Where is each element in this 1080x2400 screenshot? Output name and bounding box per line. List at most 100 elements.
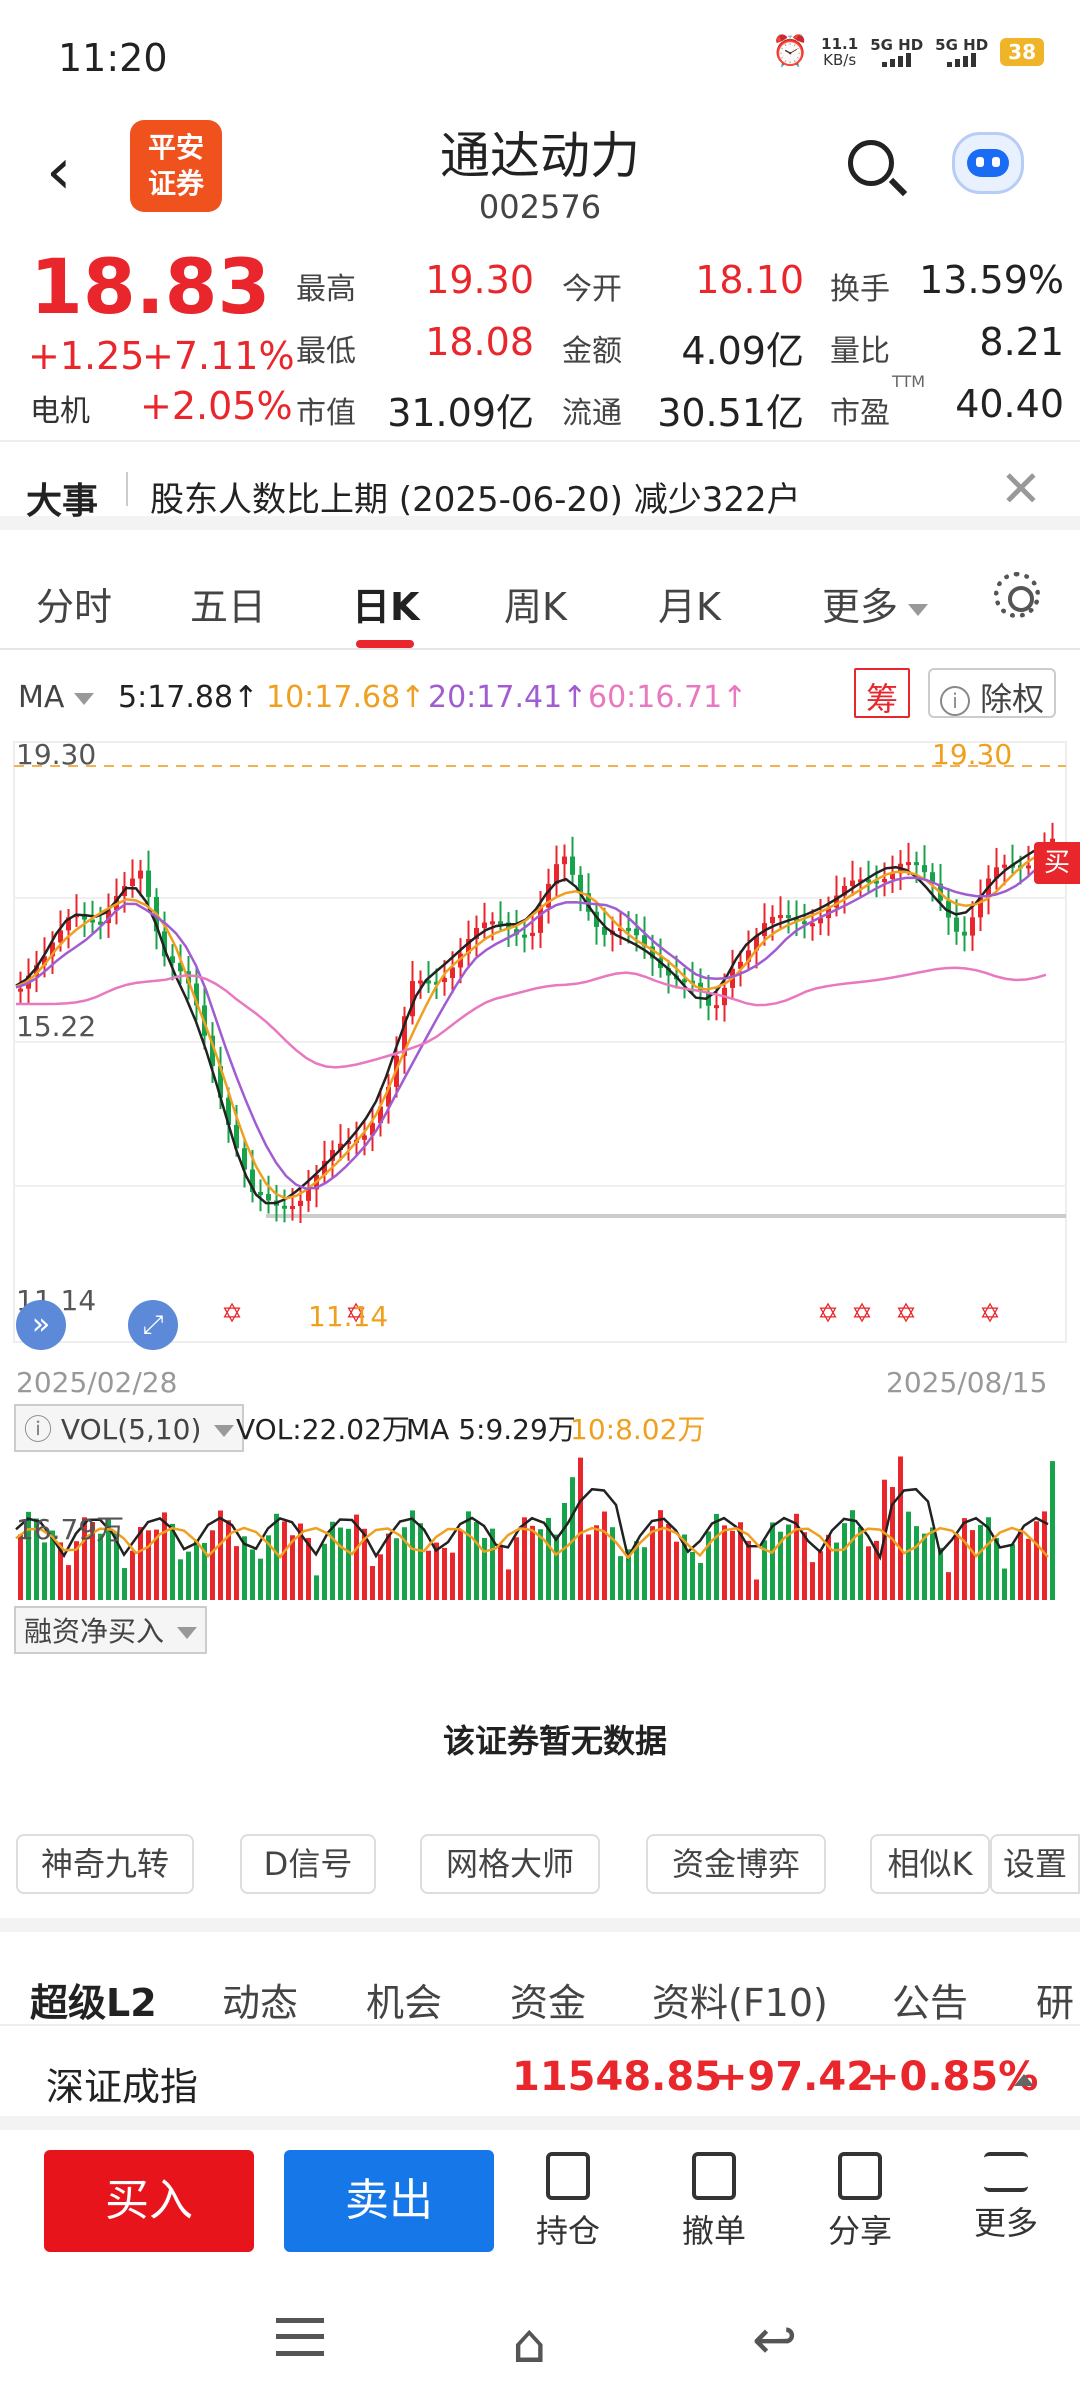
volume-bar: [682, 1534, 687, 1600]
vol-selector[interactable]: ⓘ VOL(5,10): [14, 1404, 245, 1452]
tool-buttons: 神奇九转 D信号 网格大师 资金博弈 相似K 设置: [0, 1834, 1080, 1914]
volume-bar: [298, 1523, 303, 1600]
sector-change: +2.05%: [140, 384, 293, 428]
candle: [962, 916, 967, 952]
volume-bar: [394, 1538, 399, 1600]
fullscreen-icon[interactable]: ⤢: [128, 1300, 178, 1350]
ma-selector[interactable]: MA: [18, 680, 95, 715]
volume-bar: [466, 1511, 471, 1600]
signal-2-icon: 5G HD: [935, 37, 988, 67]
expand-left-icon[interactable]: »: [16, 1300, 66, 1350]
volume-bar: [930, 1527, 935, 1600]
tab-super-l2[interactable]: 超级L2: [30, 1981, 157, 2025]
tool-grid-master[interactable]: 网格大师: [420, 1834, 600, 1894]
sell-button[interactable]: 卖出: [284, 2150, 494, 2252]
home-icon[interactable]: ⌂: [512, 2312, 547, 2375]
volume-bar: [410, 1510, 415, 1600]
candle: [418, 970, 423, 999]
back-arrow-icon[interactable]: ‹: [46, 135, 72, 209]
volume-bar: [730, 1530, 735, 1600]
tab-f10[interactable]: 资料(F10): [652, 1981, 828, 2025]
quote-value: 4.09亿: [681, 329, 804, 373]
quote-label: 量比: [830, 334, 890, 369]
volume-bar: [522, 1517, 527, 1600]
index-value: 11548.85: [512, 2054, 723, 2100]
volume-bar: [234, 1546, 239, 1600]
candle: [370, 1107, 375, 1152]
chip-distribution-button[interactable]: 筹: [854, 668, 911, 718]
vol-ma5: MA 5:9.29万: [406, 1413, 576, 1446]
volume-bar: [362, 1528, 367, 1600]
tool-similar-k[interactable]: 相似K: [870, 1834, 990, 1894]
price-change-pct: +7.11%: [142, 334, 295, 378]
chevron-down-icon: [74, 692, 95, 705]
candle: [306, 1169, 311, 1212]
volume-bar: [426, 1550, 431, 1600]
volume-bar: [442, 1547, 447, 1600]
ai-assistant-icon[interactable]: [952, 132, 1024, 194]
margin-selector[interactable]: 融资净买入: [14, 1606, 207, 1654]
holdings-button[interactable]: 持仓: [518, 2152, 618, 2252]
tab-intraday[interactable]: 分时: [36, 585, 113, 629]
volume-bar: [922, 1533, 927, 1600]
candle: [746, 930, 751, 972]
quote-value: 40.40: [955, 382, 1064, 426]
volume-legend: ⓘ VOL(5,10) VOL:22.02万 MA 5:9.29万 10:8.0…: [0, 1404, 1080, 1452]
candle: [170, 944, 175, 981]
tab-five-day[interactable]: 五日: [190, 585, 267, 629]
gear-icon[interactable]: [994, 572, 1040, 618]
tool-nine-turn[interactable]: 神奇九转: [16, 1834, 194, 1894]
volume-bar: [458, 1530, 463, 1600]
kline-chart[interactable]: ✡ ✡ ✡ ✡ ✡ ✡: [0, 730, 1080, 1400]
candle: [458, 938, 463, 984]
tool-fund-game[interactable]: 资金博弈: [646, 1834, 826, 1894]
event-text: 股东人数比上期 (2025-06-20) 减少322户: [150, 480, 801, 520]
share-button[interactable]: 分享: [810, 2152, 910, 2252]
tab-research[interactable]: 研: [1036, 1981, 1075, 2025]
chevron-up-icon[interactable]: [1014, 2074, 1034, 2086]
volume-bar: [1018, 1528, 1023, 1600]
tab-more[interactable]: 更多: [822, 576, 929, 631]
tab-weekly-k[interactable]: 周K: [504, 585, 567, 629]
volume-bar: [1034, 1521, 1039, 1600]
volume-bar: [498, 1544, 503, 1600]
volume-bar: [146, 1530, 151, 1600]
candle: [386, 1074, 391, 1124]
index-ticker[interactable]: 深证成指 11548.85 +97.42 +0.85%: [0, 2026, 1080, 2130]
tab-announcement[interactable]: 公告: [892, 1981, 969, 2025]
close-icon[interactable]: ✕: [1000, 460, 1042, 518]
tool-settings[interactable]: 设置: [990, 1834, 1080, 1894]
candle: [346, 1128, 351, 1161]
back-icon[interactable]: ↩: [752, 2308, 798, 2371]
volume-bar: [186, 1551, 191, 1600]
volume-bar: [906, 1511, 911, 1600]
event-banner[interactable]: 大事 股东人数比上期 (2025-06-20) 减少322户 ✕: [0, 440, 1080, 530]
tab-funds[interactable]: 资金: [510, 1981, 587, 2025]
volume-bar: [610, 1527, 615, 1600]
volume-bar: [242, 1536, 247, 1600]
volume-bar: [722, 1525, 727, 1600]
tab-news[interactable]: 动态: [222, 1981, 299, 2025]
volume-bar: [706, 1531, 711, 1600]
volume-bar: [962, 1518, 967, 1600]
volume-bar: [1026, 1538, 1031, 1600]
buy-button[interactable]: 买入: [44, 2150, 254, 2252]
volume-bar: [578, 1457, 583, 1600]
candle: [514, 909, 519, 947]
volume-bar: [58, 1542, 63, 1600]
tool-d-signal[interactable]: D信号: [240, 1834, 376, 1894]
divider: [126, 472, 128, 506]
candle: [242, 1139, 247, 1188]
system-nav: ⌂ ↩: [0, 2290, 1080, 2400]
tab-opportunity[interactable]: 机会: [366, 1981, 443, 2025]
volume-bar: [290, 1535, 295, 1600]
tab-monthly-k[interactable]: 月K: [658, 585, 721, 629]
tab-daily-k[interactable]: 日K: [352, 585, 420, 629]
adjust-button[interactable]: i 除权: [928, 668, 1057, 718]
more-button[interactable]: 更多: [956, 2152, 1056, 2244]
search-icon[interactable]: [848, 140, 894, 186]
quote-label: 最高: [296, 272, 356, 307]
menu-icon[interactable]: [276, 2318, 324, 2356]
cancel-order-button[interactable]: 撤单: [664, 2152, 764, 2252]
volume-bar: [210, 1530, 215, 1600]
